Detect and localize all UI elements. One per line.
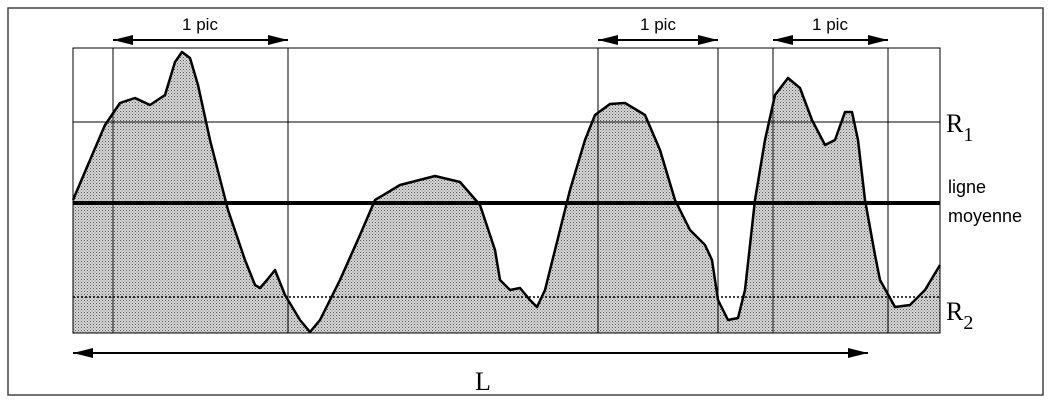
- r1-label: R1: [946, 109, 973, 146]
- r1-sub: 1: [963, 124, 973, 146]
- frame: [7, 7, 1044, 396]
- grid: [73, 48, 940, 333]
- peak-label: 1 pic: [182, 15, 218, 34]
- peak-label: 1 pic: [640, 15, 676, 34]
- profile-area: [73, 52, 940, 333]
- mean-label: moyenne: [948, 206, 1022, 226]
- r2-sub: 2: [963, 312, 973, 334]
- r2-label: R2: [946, 297, 973, 334]
- peak-label: 1 pic: [812, 15, 848, 34]
- r2-base: R: [946, 297, 964, 326]
- box-border: [72, 47, 941, 334]
- r1-base: R: [946, 109, 964, 138]
- length-label: L: [475, 367, 491, 396]
- mean-label: ligne: [948, 177, 986, 197]
- profile-curve: [71, 50, 942, 334]
